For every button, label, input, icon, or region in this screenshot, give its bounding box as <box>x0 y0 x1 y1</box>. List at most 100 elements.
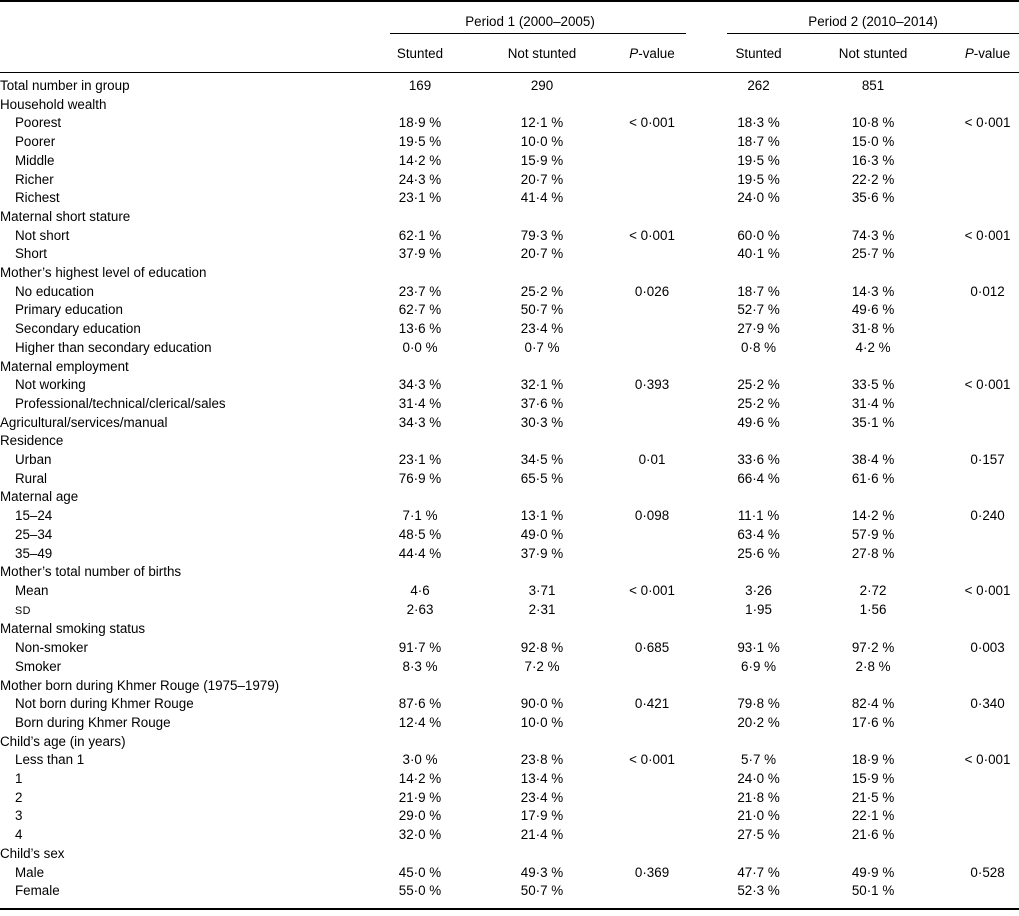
column-gap <box>690 133 727 152</box>
table-cell <box>614 264 690 283</box>
table-cell <box>956 807 1019 826</box>
table-cell: 27·8 % <box>851 545 895 561</box>
table-cell: 34·5 % <box>520 452 564 468</box>
table-cell <box>956 714 1019 733</box>
row-label: Child’s age (in years) <box>0 733 126 749</box>
table-cell <box>614 245 690 264</box>
col-header-not-stunted-p2: Not stunted <box>790 34 957 73</box>
column-gap <box>690 582 727 601</box>
table-cell: 0·098 <box>634 508 670 524</box>
column-gap <box>690 171 727 190</box>
table-cell: 14·2 % <box>398 152 442 168</box>
column-gap <box>690 152 727 171</box>
table-cell: 0·421 <box>634 696 670 712</box>
table-cell <box>727 563 790 582</box>
table-cell: 91·7 % <box>398 640 442 656</box>
table-cell: 25·2 % <box>737 377 780 393</box>
table-cell <box>470 563 614 582</box>
table-cell <box>470 677 614 696</box>
table-cell: 35·1 % <box>851 414 895 430</box>
header-spacer <box>0 34 370 73</box>
period-1-header: Period 1 (2000–2005) <box>370 0 691 34</box>
table-cell <box>956 395 1019 414</box>
row-label: Not born during Khmer Rouge <box>15 696 194 712</box>
table-cell <box>614 208 690 227</box>
header-spacer <box>0 0 370 34</box>
table-cell: 13·6 % <box>398 321 442 337</box>
table-cell: 50·7 % <box>520 302 564 318</box>
table-row: Secondary education 13·6 % 23·4 % 27·9 % 31·… <box>0 320 1019 339</box>
table-cell: 27·5 % <box>737 827 780 843</box>
table-cell <box>370 620 470 639</box>
row-label: Rural <box>15 470 47 486</box>
table-cell: 14·2 % <box>851 508 895 524</box>
table-cell: 76·9 % <box>398 470 442 486</box>
table-row: Less than 1 3·0 % 23·8 % < 0·001 5·7 % 18·9 %… <box>0 751 1019 770</box>
table-cell <box>790 620 956 639</box>
table-cell: 18·9 % <box>851 752 895 768</box>
column-gap <box>690 733 727 752</box>
table-cell <box>956 658 1019 677</box>
column-gap <box>690 339 727 358</box>
table-cell: 45·0 % <box>398 864 442 880</box>
table-cell <box>614 189 690 208</box>
period-2-header: Period 2 (2010–2014) <box>727 0 1019 34</box>
period-header-row: Period 1 (2000–2005) Period 2 (2010–2014… <box>0 0 1019 34</box>
table-cell: 74·3 % <box>851 227 895 243</box>
table-cell <box>727 264 790 283</box>
table-cell <box>790 432 956 451</box>
p-value-rest: -value <box>638 45 675 61</box>
category-row: Mother born during Khmer Rouge (1975–197… <box>0 677 1019 696</box>
table-cell <box>470 358 614 377</box>
table-cell: 3·0 % <box>402 752 438 768</box>
row-label: Non-smoker <box>15 640 88 656</box>
row-label: 35–49 <box>15 545 53 561</box>
table-cell <box>956 789 1019 808</box>
table-cell: 5·7 % <box>741 752 777 768</box>
column-gap <box>690 714 727 733</box>
row-label: Less than 1 <box>15 752 85 768</box>
table-cell <box>370 96 470 115</box>
row-label: Maternal short stature <box>0 208 131 224</box>
table-cell <box>614 432 690 451</box>
table-cell: 0·528 <box>970 864 1005 880</box>
table-cell: 21·8 % <box>737 789 780 805</box>
table-row: Primary education 62·7 % 50·7 % 52·7 % 49·6 … <box>0 301 1019 320</box>
p-value-italic: P <box>629 45 639 61</box>
table-cell <box>370 488 470 507</box>
row-label: Short <box>15 246 48 262</box>
row-label: Professional/technical/clerical/sales <box>15 395 226 411</box>
table-row: Total number in group 169 290 262 851 <box>0 73 1019 96</box>
table-cell <box>727 620 790 639</box>
table-cell: 3·71 <box>528 582 556 598</box>
column-header-row: Stunted Not stunted P-value Stunted Not … <box>0 34 1019 73</box>
table-cell: 23·8 % <box>520 752 564 768</box>
column-gap <box>690 864 727 883</box>
table-row: Not working 34·3 % 32·1 % 0·393 25·2 % 33·5 %… <box>0 376 1019 395</box>
table-cell: 33·5 % <box>851 377 895 393</box>
table-cell: 79·8 % <box>737 696 780 712</box>
table-cell <box>614 714 690 733</box>
table-row: Not short 62·1 % 79·3 % < 0·001 60·0 % 74·3 %… <box>0 227 1019 246</box>
table-cell: 0·340 <box>970 696 1005 712</box>
table-cell <box>956 339 1019 358</box>
table-cell: < 0·001 <box>964 115 1011 131</box>
table-cell: < 0·001 <box>629 752 675 768</box>
category-row: Maternal age <box>0 488 1019 507</box>
table-cell: 44·4 % <box>398 545 442 561</box>
table-cell <box>470 488 614 507</box>
table-cell <box>614 601 690 621</box>
table-cell <box>956 320 1019 339</box>
table-cell <box>614 470 690 489</box>
table-cell: 2·31 <box>528 602 556 618</box>
table-cell: < 0·001 <box>964 227 1011 243</box>
table-cell <box>956 96 1019 115</box>
table-cell <box>614 658 690 677</box>
table-cell: 0·369 <box>634 864 670 880</box>
table-cell: 87·6 % <box>398 696 442 712</box>
table-cell <box>727 488 790 507</box>
table-row: Short 37·9 % 20·7 % 40·1 % 25·7 % <box>0 245 1019 264</box>
column-gap <box>690 526 727 545</box>
table-cell <box>614 301 690 320</box>
row-label: Residence <box>0 433 64 449</box>
